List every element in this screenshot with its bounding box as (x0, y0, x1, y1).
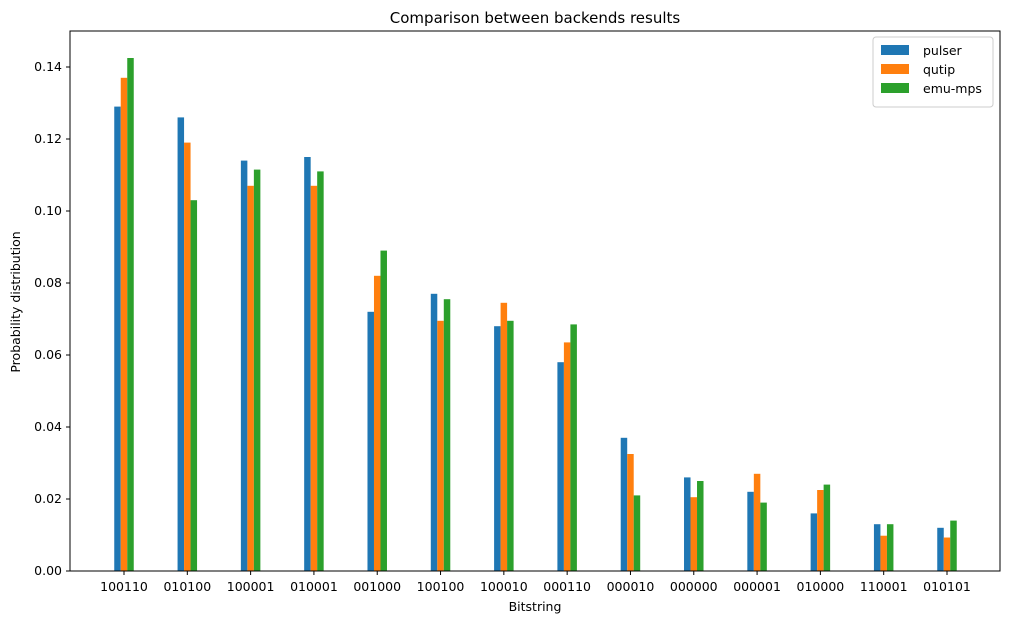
legend-swatch-emu-mps (881, 83, 909, 93)
bar-emu-mps-000000 (697, 481, 704, 571)
bar-emu-mps-000110 (570, 324, 577, 571)
bar-emu-mps-100010 (507, 320, 514, 571)
bar-emu-mps-100100 (443, 299, 451, 571)
series-pulser (114, 106, 944, 572)
bar-pulser-100010 (494, 326, 501, 571)
x-tick-label: 010001 (290, 579, 338, 594)
y-tick-label: 0.02 (34, 491, 62, 506)
x-tick-label: 000010 (607, 579, 655, 594)
bar-qutip-100001 (247, 185, 254, 572)
bar-emu-mps-010101 (950, 520, 957, 571)
bar-qutip-001000 (373, 275, 381, 571)
bar-emu-mps-001000 (380, 250, 387, 571)
y-tick-label: 0.06 (34, 347, 62, 362)
legend-label-qutip: qutip (923, 62, 955, 77)
bar-qutip-100010 (500, 302, 508, 571)
x-tick-label: 100010 (480, 579, 528, 594)
y-tick-label: 0.00 (34, 563, 62, 578)
y-tick-label: 0.08 (34, 275, 62, 290)
bar-emu-mps-100110 (127, 58, 134, 571)
x-tick-label: 000000 (670, 579, 718, 594)
plot-area (69, 30, 1001, 572)
chart-title: Comparison between backends results (390, 9, 681, 27)
series-emu-mps (127, 58, 957, 571)
bar-qutip-110001 (880, 535, 887, 571)
bar-qutip-000000 (690, 497, 698, 571)
axes-frame (69, 30, 1001, 572)
series-qutip (120, 77, 951, 572)
bar-emu-mps-010100 (190, 200, 198, 571)
x-tick-label: 010000 (797, 579, 845, 594)
y-tick-label: 0.04 (34, 419, 62, 434)
bar-qutip-100110 (120, 77, 128, 572)
bar-pulser-000000 (684, 477, 691, 571)
bar-pulser-000110 (557, 362, 564, 571)
bar-qutip-010001 (310, 185, 318, 572)
bar-pulser-010100 (177, 117, 185, 572)
bar-emu-mps-000001 (760, 502, 767, 571)
bar-qutip-000110 (563, 342, 571, 571)
x-tick-label: 100100 (417, 579, 465, 594)
legend-swatch-qutip (881, 64, 909, 74)
bar-pulser-010001 (304, 157, 311, 571)
x-tick-label: 000001 (733, 579, 781, 594)
x-tick-label: 010100 (163, 579, 211, 594)
y-tick-label: 0.12 (34, 131, 62, 146)
x-tick-label: 000110 (543, 579, 591, 594)
x-tick-label: 001000 (353, 579, 401, 594)
bar-emu-mps-010001 (317, 171, 324, 571)
y-axis-label: Probability distribution (8, 231, 23, 372)
bar-emu-mps-000010 (633, 495, 641, 571)
y-tick-label: 0.10 (34, 203, 62, 218)
bar-emu-mps-110001 (886, 524, 894, 571)
bar-qutip-000010 (627, 454, 634, 571)
x-axis-label: Bitstring (509, 599, 562, 614)
x-tick-label: 010101 (923, 579, 971, 594)
bar-qutip-010000 (817, 490, 824, 571)
bar-pulser-100110 (114, 106, 121, 571)
x-tick-label: 100110 (100, 579, 148, 594)
legend: pulser qutip emu-mps (872, 36, 994, 108)
bar-pulser-100100 (430, 293, 438, 571)
bar-qutip-010101 (943, 537, 951, 571)
bar-pulser-001000 (367, 311, 374, 571)
legend-label-pulser: pulser (923, 43, 963, 58)
bar-qutip-000001 (753, 473, 761, 571)
bar-emu-mps-100001 (253, 169, 261, 571)
bar-pulser-110001 (873, 524, 881, 571)
x-axis: 100110 010100 100001 010001 001000 100100 1000… (100, 571, 971, 594)
bar-pulser-010000 (810, 513, 818, 571)
y-axis: 0.00 0.02 0.04 0.06 0.08 0.10 0.12 0.14 (34, 59, 70, 578)
bar-pulser-100001 (240, 160, 248, 571)
bar-pulser-010101 (937, 527, 944, 571)
x-tick-label: 100001 (227, 579, 275, 594)
bar-pulser-000001 (747, 491, 754, 571)
legend-label-emu-mps: emu-mps (923, 81, 982, 96)
bar-qutip-100100 (437, 320, 444, 571)
bar-pulser-000010 (620, 437, 628, 571)
x-tick-label: 110001 (860, 579, 908, 594)
bar-qutip-010100 (184, 142, 191, 571)
bar-emu-mps-010000 (823, 484, 831, 571)
y-tick-label: 0.14 (34, 59, 62, 74)
legend-swatch-pulser (881, 45, 909, 55)
